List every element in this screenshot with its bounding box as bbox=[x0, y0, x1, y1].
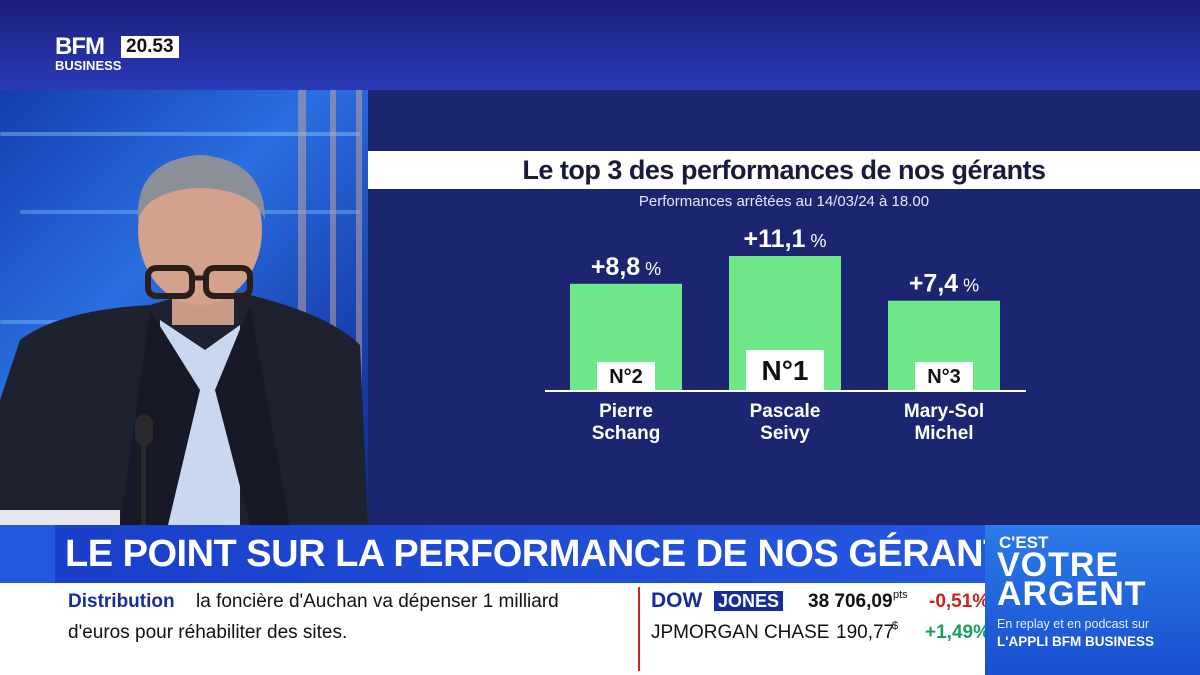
stock-unit: $ bbox=[892, 620, 899, 632]
brand-line-3: ARGENT bbox=[997, 575, 1147, 613]
brand-line-1: C'EST bbox=[999, 533, 1049, 552]
rank-badge-2 bbox=[746, 350, 824, 390]
category-label-3-line-2: Michel bbox=[914, 423, 973, 444]
value-label-2: +11,1% bbox=[744, 225, 827, 253]
studio-video bbox=[0, 90, 368, 525]
news-category: Distribution bbox=[68, 591, 175, 612]
jones-label: JONES bbox=[714, 591, 784, 611]
chart-title: Le top 3 des performances de nos gérants bbox=[522, 155, 1046, 185]
dow-value: 38 706,09 bbox=[808, 591, 893, 612]
rank-label-2: N°1 bbox=[762, 355, 809, 386]
brand-line-2: VOTRE bbox=[997, 546, 1120, 584]
chart-subtitle: Performances arrêtées au 14/03/24 à 18.0… bbox=[638, 193, 930, 210]
bfm-business-logo: BFM BUSINESS bbox=[55, 35, 121, 73]
value-label-3: +7,4% bbox=[909, 270, 979, 298]
chart-panel: Le top 3 des performances de nos gérants… bbox=[368, 90, 1200, 525]
dow-unit: pts bbox=[893, 589, 908, 601]
category-label-3-line-1: Mary-Sol bbox=[904, 401, 984, 422]
headline-banner: LE POINT SUR LA PERFORMANCE DE NOS GÉRAN… bbox=[55, 525, 1031, 583]
presenter-figure bbox=[0, 155, 368, 525]
headline-edge bbox=[0, 525, 55, 583]
program-brand: C'EST VOTRE ARGENT En replay et en podca… bbox=[985, 525, 1200, 675]
news-text-line-2: d'euros pour réhabiliter des sites. bbox=[68, 622, 348, 643]
stock-name: JPMORGAN CHASE bbox=[651, 622, 830, 643]
clock: 20.53 bbox=[121, 36, 179, 58]
top-bar: BFM BUSINESS 20.53 bbox=[0, 0, 1200, 90]
logo-bfm: BFM bbox=[55, 33, 105, 60]
chart-title-bar: Le top 3 des performances de nos gérants bbox=[368, 151, 1200, 189]
category-label-2-line-2: Seivy bbox=[760, 423, 810, 444]
rank-label-3: N°3 bbox=[927, 366, 961, 388]
news-ticker: Distribution la foncière d'Auchan va dép… bbox=[0, 583, 990, 675]
value-label-1: +8,8% bbox=[591, 253, 661, 281]
stock-value: 190,77 bbox=[836, 622, 895, 643]
category-label-2-line-1: Pascale bbox=[750, 401, 821, 422]
brand-line-5: L'APPLI BFM BUSINESS bbox=[997, 634, 1154, 649]
headline-text: LE POINT SUR LA PERFORMANCE DE NOS GÉRAN… bbox=[65, 533, 1031, 575]
rank-badge-1 bbox=[597, 362, 655, 390]
dow-change: -0,51% bbox=[929, 591, 990, 612]
news-text-line-1: la foncière d'Auchan va dépenser 1 milli… bbox=[196, 591, 559, 612]
category-label-1-line-1: Pierre bbox=[599, 401, 653, 422]
rank-label-1: N°2 bbox=[609, 366, 643, 388]
category-label-1-line-2: Schang bbox=[592, 423, 661, 444]
brand-line-4: En replay et en podcast sur bbox=[997, 617, 1150, 631]
logo-business: BUSINESS bbox=[55, 58, 122, 73]
ticker-separator bbox=[638, 587, 640, 671]
rank-badge-3 bbox=[915, 362, 973, 390]
stock-change: +1,49% bbox=[925, 622, 990, 643]
dow-label: DOW bbox=[651, 589, 703, 612]
